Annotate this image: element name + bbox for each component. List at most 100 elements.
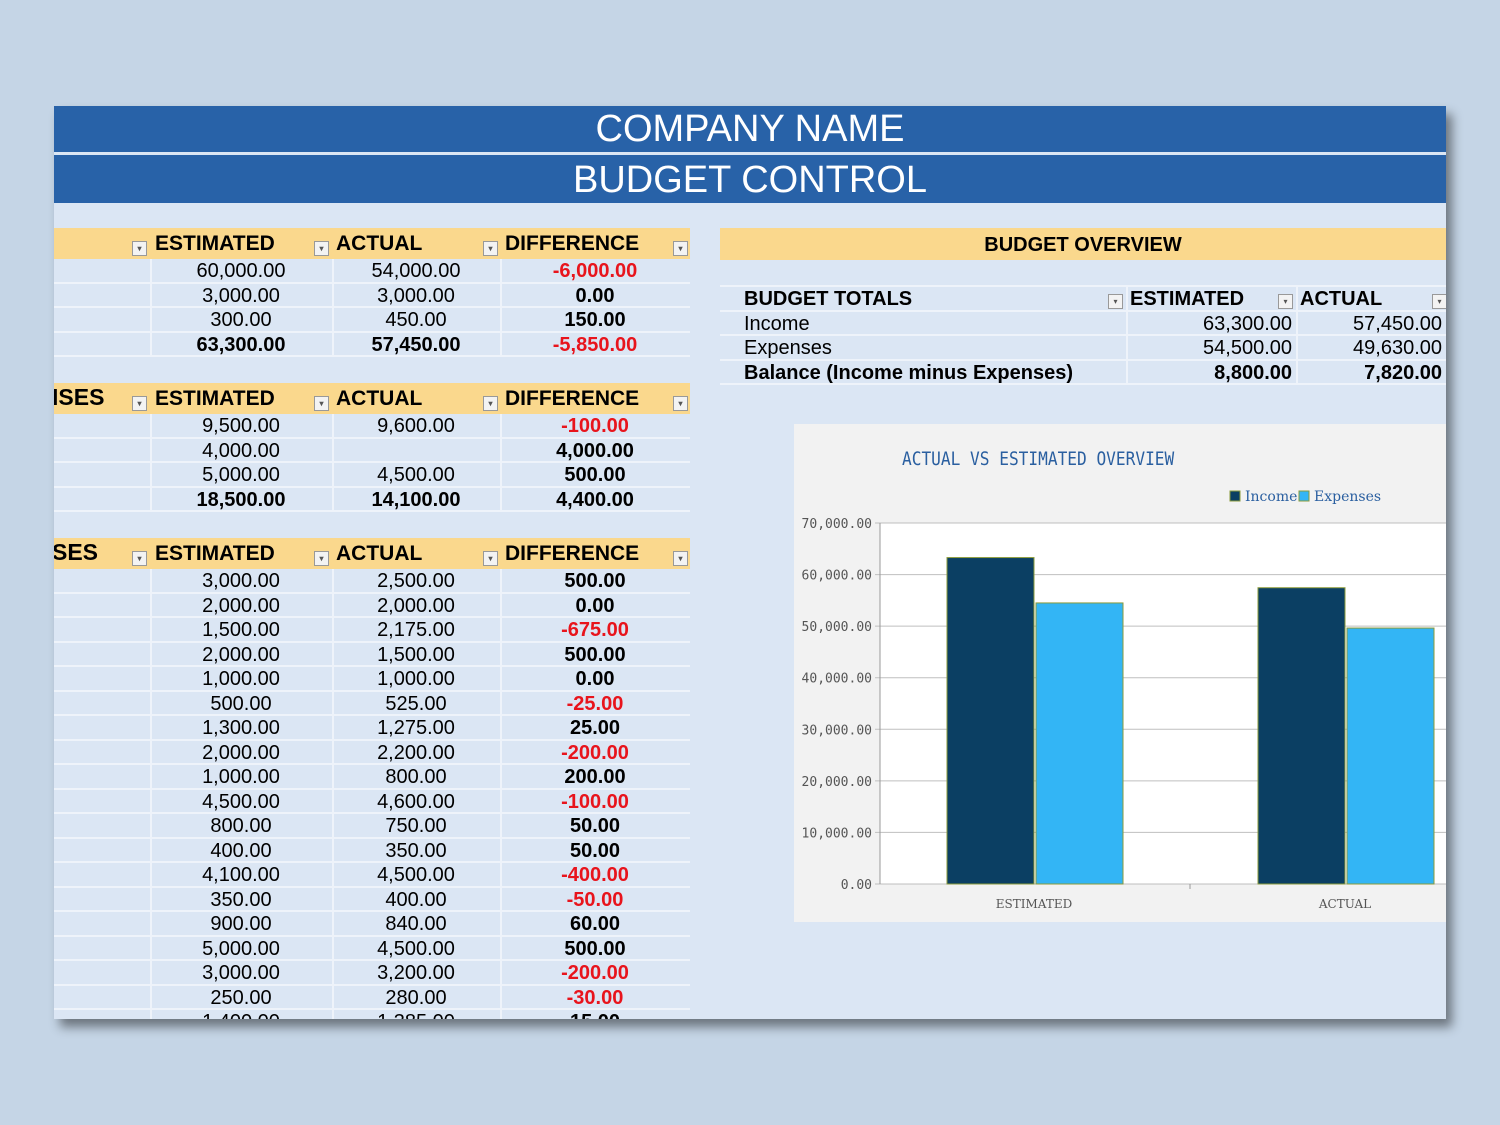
actual-cell[interactable]: 1,500.00 — [377, 643, 455, 666]
difference-cell[interactable]: -100.00 — [561, 790, 629, 813]
difference-cell[interactable]: 50.00 — [569, 839, 621, 862]
actual-cell[interactable]: 2,500.00 — [377, 570, 455, 592]
difference-cell[interactable]: -400.00 — [561, 864, 629, 886]
difference-cell[interactable]: -5,850.00 — [552, 333, 638, 356]
actual-cell[interactable]: 525.00 — [385, 692, 447, 715]
estimated-cell[interactable]: 4,100.00 — [202, 864, 280, 886]
difference-cell[interactable]: 50.00 — [569, 815, 621, 837]
filter-dropdown-icon[interactable]: ▾ — [132, 396, 147, 411]
estimated-cell[interactable]: 500.00 — [210, 692, 272, 715]
estimated-cell[interactable]: 3,000.00 — [202, 962, 280, 984]
income-bar-actual[interactable] — [1257, 587, 1346, 885]
filter-dropdown-icon[interactable]: ▾ — [314, 396, 329, 411]
estimated-cell[interactable]: 300.00 — [210, 309, 272, 331]
estimated-cell[interactable]: 350.00 — [210, 888, 272, 911]
estimated-cell[interactable]: 4,000.00 — [202, 439, 280, 462]
difference-cell[interactable]: -200.00 — [561, 962, 629, 984]
actual-cell[interactable]: 54,000.00 — [371, 260, 461, 282]
income-bar-estimated[interactable] — [946, 557, 1035, 885]
difference-cell[interactable]: 4,000.00 — [556, 439, 634, 462]
overview-cell[interactable]: 63,300.00 — [1203, 312, 1292, 335]
difference-cell[interactable]: 0.00 — [575, 594, 615, 617]
estimated-cell[interactable]: 3,000.00 — [202, 570, 280, 592]
actual-cell[interactable]: 1,000.00 — [377, 668, 455, 690]
estimated-cell[interactable]: 2,000.00 — [202, 741, 280, 764]
difference-cell[interactable]: -50.00 — [566, 888, 624, 911]
estimated-cell[interactable]: 1,300.00 — [202, 717, 280, 739]
overview-cell[interactable]: 57,450.00 — [1353, 312, 1442, 335]
estimated-cell[interactable]: 1,500.00 — [202, 619, 280, 641]
difference-cell[interactable]: -200.00 — [561, 741, 629, 764]
overview-cell[interactable]: 8,800.00 — [1214, 361, 1292, 384]
estimated-cell[interactable]: 60,000.00 — [196, 260, 286, 282]
actual-cell[interactable]: 14,100.00 — [371, 488, 461, 511]
actual-cell[interactable]: 400.00 — [385, 888, 447, 911]
actual-cell[interactable]: 1,275.00 — [377, 717, 455, 739]
actual-cell[interactable]: 57,450.00 — [371, 333, 461, 356]
actual-cell[interactable]: 9,600.00 — [377, 415, 455, 437]
expenses-bar-actual[interactable] — [1346, 627, 1435, 885]
filter-dropdown-icon[interactable]: ▾ — [673, 241, 688, 256]
overview-cell[interactable]: Expenses — [744, 337, 832, 359]
estimated-cell[interactable]: 1,000.00 — [202, 766, 280, 788]
estimated-cell[interactable]: 2,000.00 — [202, 643, 280, 666]
difference-cell[interactable]: 4,400.00 — [556, 488, 634, 511]
estimated-cell[interactable]: 1,000.00 — [202, 668, 280, 690]
difference-cell[interactable]: 200.00 — [564, 766, 626, 788]
actual-cell[interactable]: 350.00 — [385, 839, 447, 862]
estimated-cell[interactable]: 63,300.00 — [196, 333, 286, 356]
estimated-cell[interactable]: 400.00 — [210, 839, 272, 862]
estimated-cell[interactable]: 900.00 — [210, 913, 272, 935]
actual-cell[interactable]: 840.00 — [385, 913, 447, 935]
filter-dropdown-icon[interactable]: ▾ — [1432, 294, 1446, 309]
estimated-cell[interactable]: 2,000.00 — [202, 594, 280, 617]
filter-dropdown-icon[interactable]: ▾ — [132, 551, 147, 566]
filter-dropdown-icon[interactable]: ▾ — [314, 551, 329, 566]
difference-cell[interactable]: 60.00 — [569, 913, 621, 935]
overview-cell[interactable]: Balance (Income minus Expenses) — [744, 361, 1074, 384]
actual-cell[interactable]: 280.00 — [385, 986, 447, 1009]
actual-cell[interactable]: 3,200.00 — [377, 962, 455, 984]
difference-cell[interactable]: 500.00 — [564, 570, 626, 592]
difference-cell[interactable]: -30.00 — [566, 986, 624, 1009]
filter-dropdown-icon[interactable]: ▾ — [314, 241, 329, 256]
filter-dropdown-icon[interactable]: ▾ — [673, 396, 688, 411]
difference-cell[interactable]: 25.00 — [569, 717, 621, 739]
actual-cell[interactable]: 1,385.00 — [332, 1011, 500, 1019]
overview-cell[interactable]: 54,500.00 — [1203, 337, 1292, 359]
actual-cell[interactable]: 750.00 — [385, 815, 447, 837]
actual-cell[interactable]: 3,000.00 — [377, 284, 455, 307]
actual-cell[interactable]: 2,175.00 — [377, 619, 455, 641]
difference-cell[interactable]: 0.00 — [575, 668, 615, 690]
difference-cell[interactable]: -100.00 — [561, 415, 629, 437]
filter-dropdown-icon[interactable]: ▾ — [483, 396, 498, 411]
difference-cell[interactable]: -25.00 — [566, 692, 624, 715]
difference-cell[interactable]: 150.00 — [564, 309, 626, 331]
filter-dropdown-icon[interactable]: ▾ — [1108, 294, 1123, 309]
actual-cell[interactable]: 4,500.00 — [377, 464, 455, 486]
difference-cell[interactable]: 500.00 — [564, 937, 626, 960]
actual-cell[interactable]: 800.00 — [385, 766, 447, 788]
estimated-cell[interactable]: 9,500.00 — [202, 415, 280, 437]
filter-dropdown-icon[interactable]: ▾ — [1278, 294, 1293, 309]
expenses-bar-estimated[interactable] — [1035, 602, 1124, 885]
actual-cell[interactable]: 4,600.00 — [377, 790, 455, 813]
actual-cell[interactable]: 450.00 — [385, 309, 447, 331]
overview-cell[interactable]: 7,820.00 — [1364, 361, 1442, 384]
estimated-cell[interactable]: 5,000.00 — [202, 937, 280, 960]
filter-dropdown-icon[interactable]: ▾ — [673, 551, 688, 566]
filter-dropdown-icon[interactable]: ▾ — [483, 241, 498, 256]
difference-cell[interactable]: 500.00 — [564, 464, 626, 486]
actual-cell[interactable]: 2,200.00 — [377, 741, 455, 764]
filter-dropdown-icon[interactable]: ▾ — [483, 551, 498, 566]
difference-cell[interactable]: -6,000.00 — [552, 260, 638, 282]
filter-dropdown-icon[interactable]: ▾ — [132, 241, 147, 256]
estimated-cell[interactable]: 4,500.00 — [202, 790, 280, 813]
difference-cell[interactable]: 15.00 — [500, 1011, 690, 1019]
difference-cell[interactable]: -675.00 — [561, 619, 629, 641]
actual-cell[interactable]: 4,500.00 — [377, 864, 455, 886]
overview-cell[interactable]: 49,630.00 — [1353, 337, 1442, 359]
estimated-cell[interactable]: 800.00 — [210, 815, 272, 837]
estimated-cell[interactable]: 18,500.00 — [196, 488, 286, 511]
estimated-cell[interactable]: 3,000.00 — [202, 284, 280, 307]
